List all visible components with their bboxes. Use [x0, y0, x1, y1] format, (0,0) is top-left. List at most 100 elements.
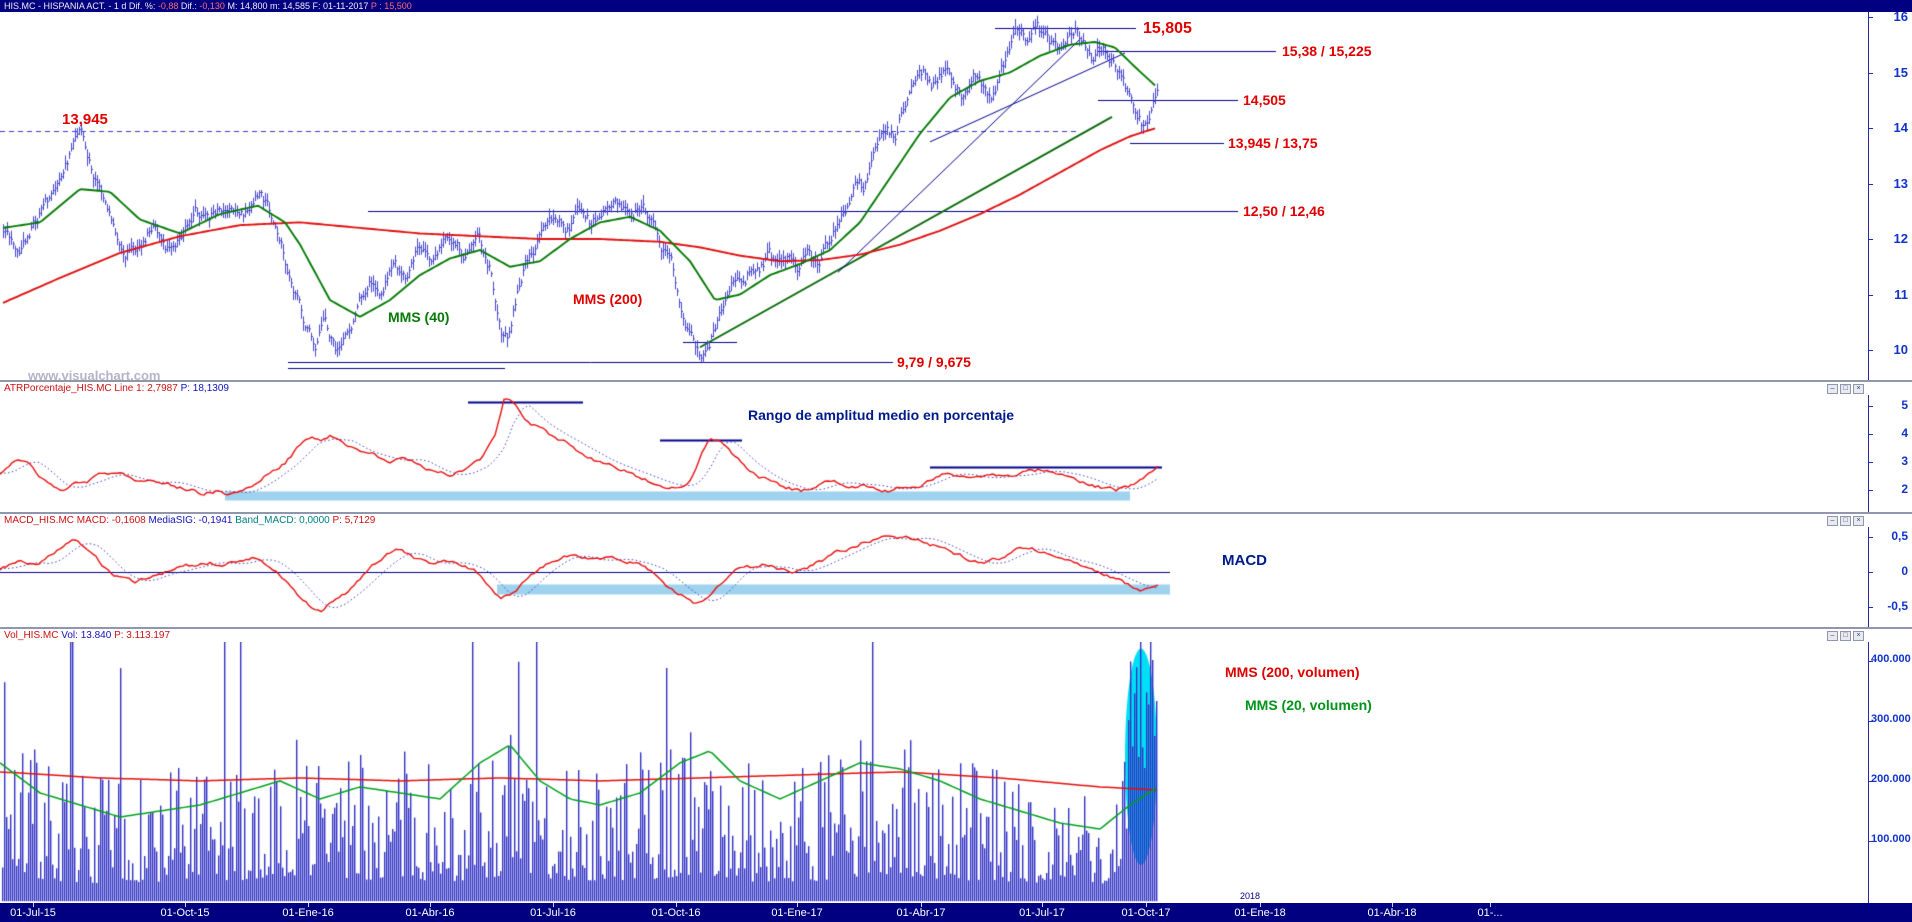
- y-axis-tick-label: 0: [1901, 564, 1908, 578]
- x-axis-date-label: 01-Jul-17: [1019, 907, 1065, 919]
- x-axis-tick-mark: [1392, 903, 1393, 907]
- x-axis-date-label: 01-Jul-16: [530, 907, 576, 919]
- header-text-run: HIS.MC - HISPANIA ACT. - 1 d: [4, 1, 129, 11]
- mms40-line-label[interactable]: MMS (40): [388, 309, 450, 325]
- y-axis-tick-mark: [1869, 607, 1873, 608]
- atr-chart-canvas[interactable]: [0, 395, 1868, 512]
- price-level-annotation[interactable]: 14,505: [1243, 92, 1286, 108]
- y-axis-tick-label: 14: [1893, 120, 1908, 135]
- price-panel: 13,945 15,805 15,38 / 15,225 14,505 13,945 /…: [0, 12, 1868, 383]
- y-axis-tick-mark: [1869, 572, 1873, 573]
- x-axis-tick-mark: [185, 903, 186, 907]
- close-button-icon[interactable]: ×: [1853, 516, 1864, 526]
- minimize-button-icon[interactable]: –: [1827, 516, 1838, 526]
- y-axis-tick-label: 16: [1893, 9, 1908, 24]
- macd-chart-canvas[interactable]: [0, 527, 1868, 627]
- x-axis-date-label: 01-...: [1477, 907, 1503, 919]
- price-annotations-layer: 13,945 15,805 15,38 / 15,225 14,505 13,945 /…: [0, 12, 1868, 380]
- y-axis-tick-label: 0,5: [1891, 529, 1908, 543]
- y-axis-tick-label: 13: [1893, 176, 1908, 191]
- x-axis-tick-mark: [797, 903, 798, 907]
- y-axis-tick-label: 2: [1901, 482, 1908, 496]
- y-axis-tick-label: 11: [1894, 287, 1908, 302]
- y-axis-tick-mark: [1869, 721, 1873, 722]
- y-axis-tick-mark: [1869, 350, 1873, 351]
- price-chart-canvas[interactable]: [0, 12, 1868, 380]
- header-text-run: MediaSIG: -0,1941: [148, 515, 236, 526]
- x-axis-tick-mark: [921, 903, 922, 907]
- volume-header-text: Vol_HIS.MC Vol: 13.840 P: 3.113.197: [4, 630, 170, 641]
- header-text-run: P: 18,1309: [180, 383, 229, 394]
- price-level-annotation[interactable]: 12,50 / 12,46: [1243, 203, 1325, 219]
- y-axis-tick-label: -0,5: [1887, 599, 1908, 613]
- volume-mms20-label[interactable]: MMS (20, volumen): [1245, 697, 1372, 713]
- header-text-run: M: 14,800 m: 14,585 F: 01-11-2017: [224, 1, 371, 11]
- restore-button-icon[interactable]: □: [1840, 631, 1851, 641]
- restore-button-icon[interactable]: □: [1840, 516, 1851, 526]
- restore-button-icon[interactable]: □: [1840, 384, 1851, 394]
- volume-panel: [0, 642, 1868, 903]
- price-level-annotation[interactable]: 13,945 / 13,75: [1228, 135, 1318, 151]
- header-text-run: ATRPorcentaje_HIS.MC: [4, 383, 115, 394]
- volume-window-controls: – □ ×: [1827, 631, 1864, 641]
- volume-panel-header: Vol_HIS.MC Vol: 13.840 P: 3.113.197 – □ ×: [0, 627, 1912, 642]
- x-axis-date-label: 01-Oct-15: [160, 907, 210, 919]
- y-axis-tick-mark: [1869, 490, 1873, 491]
- header-text-run: P : 15,500: [370, 1, 412, 11]
- price-axis-column[interactable]: 16 15 14 13 12 11 10 5 4 3 2 0,5 0 -0,5 400.000 300.000…: [1869, 9, 1912, 903]
- close-button-icon[interactable]: ×: [1853, 631, 1864, 641]
- volume-chart-canvas[interactable]: [0, 642, 1868, 903]
- minimize-button-icon[interactable]: –: [1827, 631, 1838, 641]
- x-axis-tick-mark: [1490, 903, 1491, 907]
- y-axis-tick-label: 400.000: [1871, 653, 1911, 665]
- x-axis-date-label: 01-Oct-16: [651, 907, 701, 919]
- x-axis-date-label: 01-Oct-17: [1121, 907, 1171, 919]
- date-axis[interactable]: 01-Jul-15 01-Oct-15 01-Ene-16 01-Abr-16 01-J…: [0, 903, 1912, 922]
- x-axis-tick-mark: [1042, 903, 1043, 907]
- y-axis-tick-mark: [1869, 434, 1873, 435]
- atr-panel-header: ATRPorcentaje_HIS.MC Line 1: 2,7987 P: 1…: [0, 380, 1912, 395]
- visualchart-watermark: www.visualchart.com: [28, 368, 161, 383]
- y-axis-tick-label: 100.000: [1871, 833, 1911, 845]
- price-level-annotation[interactable]: 15,38 / 15,225: [1282, 43, 1372, 59]
- volume-mms200-label[interactable]: MMS (200, volumen): [1225, 664, 1360, 680]
- header-text-run: Vol_HIS.MC: [4, 630, 62, 641]
- y-axis-tick-mark: [1869, 73, 1873, 74]
- y-axis-tick-mark: [1869, 128, 1873, 129]
- x-axis-date-label: 01-Jul-15: [10, 907, 56, 919]
- atr-window-controls: – □ ×: [1827, 384, 1864, 394]
- header-text-run: P: 3.113.197: [114, 630, 171, 641]
- price-level-annotation[interactable]: 13,945: [62, 111, 108, 128]
- minimize-button-icon[interactable]: –: [1827, 384, 1838, 394]
- chart-title-bar: HIS.MC - HISPANIA ACT. - 1 d Dif. %: -0,…: [0, 0, 1912, 12]
- y-axis-tick-mark: [1869, 17, 1873, 18]
- y-axis-tick-mark: [1869, 462, 1873, 463]
- x-axis-tick-mark: [1260, 903, 1261, 907]
- x-axis-tick-mark: [1146, 903, 1147, 907]
- header-text-run: Dif.:: [178, 1, 200, 11]
- macd-note-annotation[interactable]: MACD: [1222, 552, 1267, 569]
- atr-note-annotation[interactable]: Rango de amplitud medio en porcentaje: [748, 407, 1015, 423]
- header-text-run: MACD: -0,1608: [76, 515, 149, 526]
- atr-header-text: ATRPorcentaje_HIS.MC Line 1: 2,7987 P: 1…: [4, 383, 229, 394]
- macd-header-text: MACD_HIS.MC MACD: -0,1608 MediaSIG: -0,1…: [4, 515, 375, 526]
- x-axis-date-label: 01-Abr-16: [405, 907, 455, 919]
- mms200-line-label[interactable]: MMS (200): [573, 291, 643, 307]
- y-axis-tick-label: 4: [1901, 426, 1908, 440]
- y-axis-tick-mark: [1869, 661, 1873, 662]
- price-level-annotation[interactable]: 9,79 / 9,675: [897, 354, 971, 370]
- y-axis-tick-mark: [1869, 406, 1873, 407]
- header-text-run: Vol: 13.840: [61, 630, 115, 641]
- y-axis-tick-label: 12: [1893, 231, 1908, 246]
- header-text-run: -0,88: [157, 1, 179, 11]
- price-level-annotation[interactable]: 15,805: [1143, 20, 1192, 37]
- atr-panel: [0, 395, 1868, 512]
- y-axis-tick-label: 10: [1893, 342, 1908, 357]
- y-axis-tick-label: 5: [1901, 398, 1908, 412]
- header-text-run: Dif. %:: [128, 1, 158, 11]
- close-button-icon[interactable]: ×: [1853, 384, 1864, 394]
- y-axis-tick-label: 200.000: [1871, 773, 1911, 785]
- macd-window-controls: – □ ×: [1827, 516, 1864, 526]
- x-axis-date-label: 01-Abr-18: [1367, 907, 1417, 919]
